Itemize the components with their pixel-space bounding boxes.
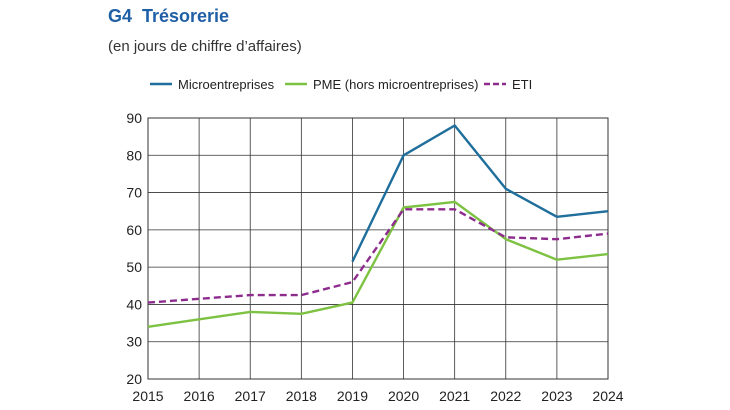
x-tick-label: 2024 xyxy=(592,388,623,404)
y-tick-label: 40 xyxy=(126,296,142,312)
x-tick-label: 2017 xyxy=(235,388,266,404)
y-tick-label: 90 xyxy=(126,110,142,126)
x-tick-label: 2015 xyxy=(132,388,163,404)
y-tick-label: 30 xyxy=(126,334,142,350)
chart-series-layer xyxy=(147,124,609,328)
x-tick-label: 2023 xyxy=(541,388,572,404)
series-line-microentreprises xyxy=(351,124,609,263)
chart-subtitle: (en jours de chiffre d’affaires) xyxy=(108,38,302,55)
figure-number: G4 xyxy=(108,6,133,26)
chart-title-block: G4 Trésorerie xyxy=(108,6,229,27)
legend-label: ETI xyxy=(512,77,532,92)
x-axis: 2015 2016 2017 2018 2019 2020 2021 2022 2023 2024 xyxy=(132,388,623,404)
y-tick-label: 80 xyxy=(126,147,142,163)
chart-gridlines xyxy=(147,117,609,380)
chart-title: Trésorerie xyxy=(142,6,230,26)
plot-area-frame xyxy=(147,117,609,380)
x-tick-label: 2022 xyxy=(490,388,521,404)
y-axis: 20 30 40 50 60 70 80 90 xyxy=(126,110,142,387)
x-tick-label: 2016 xyxy=(184,388,215,404)
y-tick-label: 70 xyxy=(126,185,142,201)
x-tick-label: 2018 xyxy=(286,388,317,404)
y-tick-label: 20 xyxy=(126,371,142,387)
chart-legend: Microentreprises PME (hors microentrepris… xyxy=(150,77,532,92)
x-tick-label: 2021 xyxy=(439,388,470,404)
y-tick-label: 50 xyxy=(126,259,142,275)
x-tick-label: 2020 xyxy=(388,388,419,404)
series-line-eti xyxy=(147,208,609,304)
series-line-pme-hors-microentreprises xyxy=(147,200,609,328)
legend-label: Microentreprises xyxy=(178,77,275,92)
y-tick-label: 60 xyxy=(126,222,142,238)
legend-label: PME (hors microentreprises) xyxy=(313,77,478,92)
x-tick-label: 2019 xyxy=(337,388,368,404)
